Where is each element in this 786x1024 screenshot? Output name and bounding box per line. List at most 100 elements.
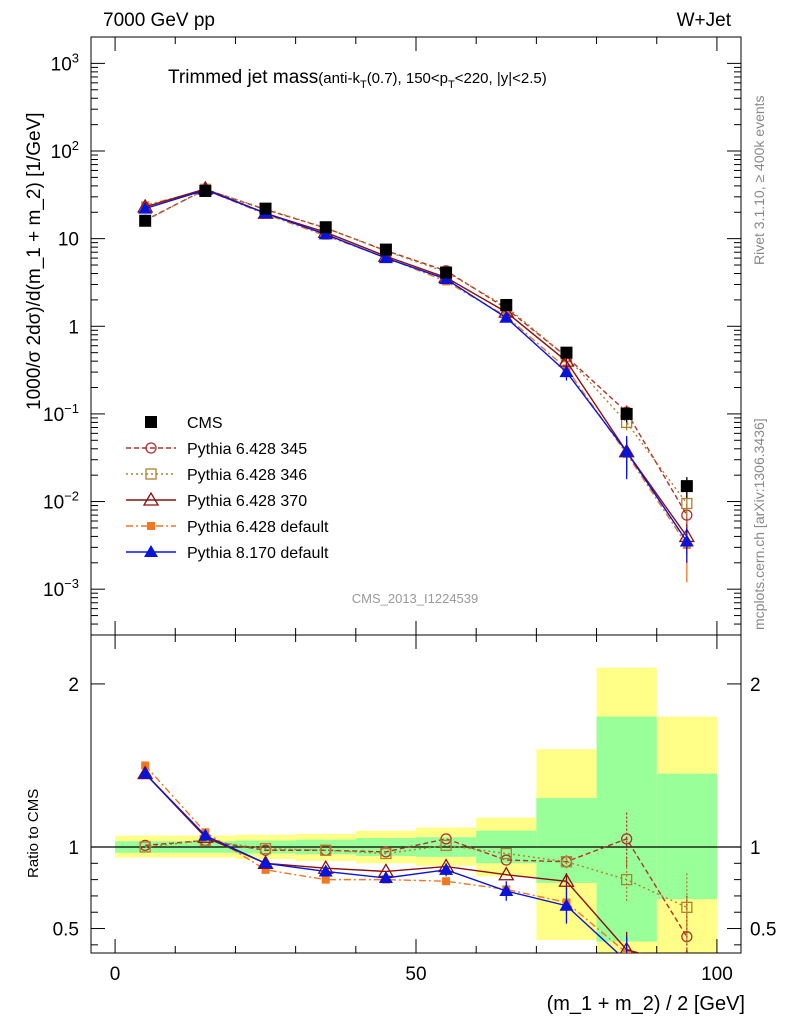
ratio-y-label: Ratio to CMS	[25, 789, 42, 878]
ratio-y-tick-label-right: 0.5	[750, 920, 776, 941]
data-point	[145, 442, 157, 454]
data-point	[138, 766, 153, 779]
ratio-y-tick-label: 1	[68, 838, 79, 859]
data-point	[440, 266, 453, 279]
data-point	[318, 864, 333, 877]
data-point	[559, 898, 574, 911]
data-point	[620, 873, 633, 886]
ratio-line	[144, 773, 642, 953]
y-tick-label: 10	[58, 230, 79, 251]
data-point	[499, 310, 514, 323]
data-point	[139, 841, 151, 853]
y-tick-label: 10−3	[43, 576, 79, 601]
data-point	[681, 901, 693, 913]
ratio-y-tick-label-right: 1	[750, 838, 761, 859]
ratio-panel: 0.5 0.5 1 1 2 2 0 50 100 Ratio to CMS (m_1 + m_2…	[25, 634, 776, 1015]
data-point	[199, 184, 212, 197]
data-point	[560, 346, 573, 359]
data-point	[619, 444, 634, 457]
data-point	[679, 534, 694, 547]
data-point	[198, 828, 213, 841]
rivet-label: Rivet 3.1.10, ≥ 400k events	[751, 95, 767, 265]
y-tick-label: 10−1	[43, 401, 79, 426]
data-point	[500, 298, 513, 311]
data-point	[320, 844, 332, 856]
legend-label: Pythia 8.170 default	[187, 545, 329, 562]
legend-label: Pythia 6.428 370	[187, 493, 307, 510]
data-point	[440, 839, 452, 852]
main-panel: 10−3 10−2 10−1 1 10 102 103 Trimmed jet mass(a…	[24, 36, 742, 636]
ratio-y-tick-label: 2	[68, 675, 79, 696]
data-point	[442, 877, 451, 886]
green-band	[536, 798, 597, 883]
x-axis-label: (m_1 + m_2) / 2 [GeV]	[547, 993, 745, 1015]
y-tick-label: 103	[51, 50, 79, 75]
ratio-line	[144, 764, 629, 953]
data-point	[258, 856, 273, 869]
data-point	[318, 227, 333, 240]
header-left: 7000 GeV pp	[103, 10, 215, 31]
series-line	[144, 188, 688, 537]
data-point	[439, 862, 454, 875]
data-point	[145, 468, 157, 480]
data-point	[620, 407, 633, 420]
data-point	[142, 491, 160, 506]
data-point	[440, 833, 452, 845]
data-point	[147, 522, 155, 530]
legend-label: Pythia 6.428 346	[187, 467, 307, 484]
series-line	[144, 189, 688, 546]
data-point	[379, 243, 392, 256]
ratio-y-tick-label-right: 2	[750, 675, 761, 696]
data-point	[378, 870, 393, 883]
data-point	[261, 865, 270, 874]
data-point	[619, 941, 634, 953]
data-point	[558, 872, 575, 887]
x-tick-label: 100	[701, 964, 733, 985]
data-point	[499, 884, 514, 897]
main-y-label: 1000/σ 2dσ)/d(m_1 + m_2) [1/GeV]	[24, 112, 45, 410]
data-point	[560, 856, 573, 868]
legend: CMS Pythia 6.428 345 Pythia 6.428 346 Pythi…	[126, 415, 329, 562]
legend-label: Pythia 6.428 default	[187, 519, 329, 536]
data-point	[145, 416, 157, 428]
x-tick-label: 0	[110, 964, 121, 985]
ratio-bands	[91, 667, 741, 953]
y-tick-label: 10−2	[43, 489, 79, 514]
ratio-y-tick-label: 0.5	[53, 920, 79, 941]
data-point	[138, 201, 153, 214]
series-line	[144, 188, 688, 516]
data-point	[139, 214, 152, 227]
y-tick-label: 1	[68, 317, 79, 338]
data-point	[683, 972, 691, 980]
data-point	[259, 202, 272, 215]
main-series	[137, 180, 695, 583]
data-point	[680, 966, 694, 978]
analysis-tag: CMS_2013_I1224539	[352, 591, 479, 606]
series-group	[139, 184, 693, 498]
ratio-line	[145, 839, 688, 908]
series-group	[138, 182, 694, 563]
main-y-ticks: 10−3 10−2 10−1 1 10 102 103	[43, 36, 741, 636]
data-point	[319, 221, 332, 234]
ratio-series	[137, 761, 694, 980]
data-point	[681, 497, 693, 510]
y-tick-label: 102	[51, 138, 79, 163]
data-point	[500, 847, 512, 860]
header-right: W+Jet	[677, 10, 732, 31]
ratio-line	[145, 837, 688, 938]
ratio-line	[144, 773, 619, 953]
data-point	[680, 959, 694, 971]
data-point	[321, 875, 330, 884]
data-point	[559, 365, 574, 378]
data-point	[259, 842, 272, 855]
data-point	[500, 854, 512, 866]
legend-label: Pythia 6.428 345	[187, 441, 307, 458]
data-point	[680, 480, 693, 493]
series-line	[144, 189, 688, 542]
data-point	[380, 847, 392, 860]
series-line	[144, 188, 688, 504]
ratio-series-group	[138, 766, 694, 978]
legend-label: CMS	[187, 415, 223, 432]
green-band	[656, 773, 717, 900]
